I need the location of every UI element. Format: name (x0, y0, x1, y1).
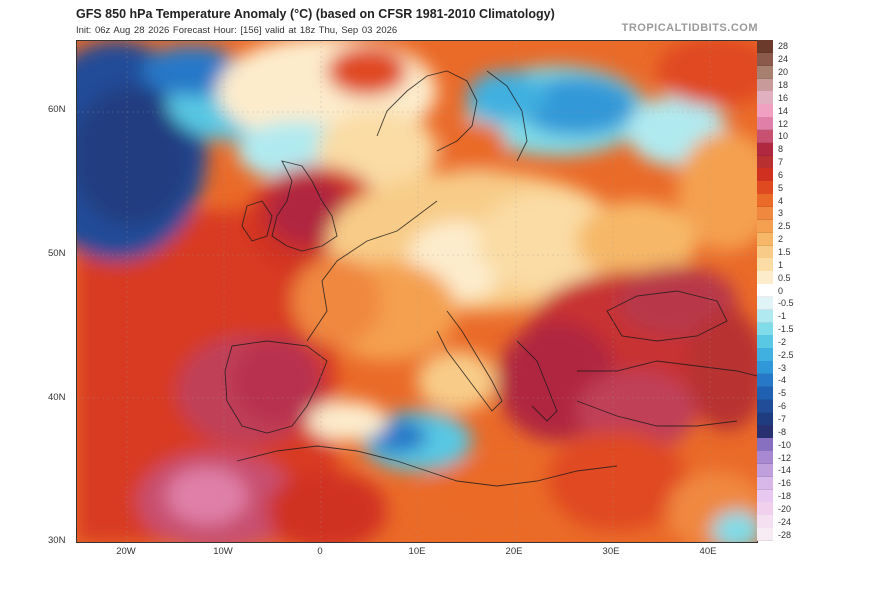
colorbar-swatch (757, 425, 773, 439)
colorbar-tick-label: 18 (778, 79, 789, 90)
colorbar-swatch (757, 155, 773, 169)
lon-label-10w: 10W (213, 546, 233, 557)
map-canvas (77, 41, 757, 542)
anomaly-map[interactable] (76, 40, 758, 543)
colorbar-tick-label: 0.5 (778, 272, 791, 283)
colorbar-swatch (757, 451, 773, 465)
colorbar-swatch (757, 361, 773, 375)
colorbar-tick-label: -1.5 (778, 324, 794, 335)
colorbar-tick-label: -20 (778, 503, 792, 514)
colorbar (757, 40, 773, 542)
colorbar-tick-label: 0 (778, 285, 784, 296)
colorbar-tick-label: -18 (778, 491, 792, 502)
colorbar-tick-label: 4 (778, 195, 784, 206)
colorbar-swatch (757, 129, 773, 144)
chart-subtitle: Init: 06z Aug 28 2026 Forecast Hour: [15… (76, 25, 398, 36)
colorbar-swatch (757, 322, 773, 336)
colorbar-tick-label: -24 (778, 516, 792, 527)
colorbar-swatch (757, 142, 773, 157)
colorbar-tick-label: -8 (778, 426, 787, 437)
colorbar-tick-label: -7 (778, 413, 787, 424)
colorbar-swatch (757, 65, 773, 80)
colorbar-swatch (757, 284, 773, 298)
colorbar-tick-label: 2 (778, 234, 784, 245)
graticule (77, 41, 757, 542)
lat-label-60n: 60N (48, 104, 66, 115)
lon-label-20e: 20E (505, 546, 523, 557)
colorbar-tick-label: 6 (778, 169, 784, 180)
lon-label-10e: 10E (408, 546, 426, 557)
colorbar-tick-label: 28 (778, 41, 789, 52)
colorbar-tick-label: 8 (778, 144, 784, 155)
brand-watermark[interactable]: TROPICALTIDBITS.COM (621, 22, 758, 34)
colorbar-tick-label: -14 (778, 465, 792, 476)
colorbar-swatch (757, 463, 773, 478)
colorbar-swatch (757, 258, 773, 272)
colorbar-swatch (757, 515, 773, 529)
colorbar-tick-label: -4 (778, 375, 787, 386)
colorbar-tick-label: 10 (778, 131, 789, 142)
colorbar-tick-label: 2.5 (778, 221, 791, 232)
colorbar-tick-label: 16 (778, 92, 789, 103)
chart-title: GFS 850 hPa Temperature Anomaly (°C) (ba… (76, 7, 555, 21)
colorbar-tick-label: -10 (778, 439, 792, 450)
colorbar-tick-label: -12 (778, 452, 792, 463)
colorbar-swatch (757, 438, 773, 452)
anomaly-field (77, 41, 757, 542)
colorbar-swatch (757, 52, 773, 67)
colorbar-swatch (757, 117, 773, 131)
colorbar-swatch (757, 489, 773, 503)
colorbar-swatch (757, 40, 773, 54)
colorbar-tick-label: 1 (778, 259, 784, 270)
colorbar-swatch (757, 245, 773, 259)
colorbar-tick-label: -16 (778, 478, 792, 489)
coastline-outlines (224, 70, 757, 487)
colorbar-tick-label: 24 (778, 54, 789, 65)
colorbar-tick-label: -28 (778, 529, 792, 540)
colorbar-tick-label: 12 (778, 118, 789, 129)
colorbar-swatch (757, 207, 773, 221)
colorbar-tick-label: -6 (778, 401, 787, 412)
colorbar-swatch (757, 168, 773, 182)
colorbar-tick-label: -0.5 (778, 298, 794, 309)
colorbar-swatch (757, 194, 773, 208)
colorbar-swatch (757, 219, 773, 234)
colorbar-swatch (757, 528, 773, 542)
colorbar-tick-label: -2.5 (778, 349, 794, 360)
lon-label-40e: 40E (699, 546, 717, 557)
lon-label-20w: 20W (116, 546, 136, 557)
colorbar-tick-label: -1 (778, 311, 787, 322)
colorbar-swatch (757, 386, 773, 401)
colorbar-tick-label: -5 (778, 388, 787, 399)
colorbar-tick-label: 7 (778, 157, 784, 168)
lon-label-30e: 30E (602, 546, 620, 557)
colorbar-tick-label: 14 (778, 105, 789, 116)
colorbar-tick-label: -3 (778, 362, 787, 373)
colorbar-tick-label: 1.5 (778, 246, 791, 257)
colorbar-tick-label: 20 (778, 67, 789, 78)
colorbar-swatch (757, 335, 773, 349)
lat-label-30n: 30N (48, 535, 66, 546)
colorbar-swatch (757, 399, 773, 414)
colorbar-swatch (757, 374, 773, 388)
lat-label-40n: 40N (48, 392, 66, 403)
colorbar-tick-label: 3 (778, 208, 784, 219)
colorbar-tick-label: -2 (778, 336, 787, 347)
colorbar-swatch (757, 104, 773, 118)
colorbar-swatch (757, 502, 773, 516)
colorbar-swatch (757, 412, 773, 426)
colorbar-swatch (757, 296, 773, 311)
lon-label-0: 0 (317, 546, 323, 557)
colorbar-swatch (757, 309, 773, 324)
colorbar-swatch (757, 476, 773, 491)
lat-label-50n: 50N (48, 248, 66, 259)
colorbar-swatch (757, 348, 773, 362)
colorbar-swatch (757, 271, 773, 285)
colorbar-tick-label: 5 (778, 182, 784, 193)
colorbar-swatch (757, 181, 773, 195)
colorbar-swatch (757, 232, 773, 247)
colorbar-swatch (757, 78, 773, 92)
colorbar-swatch (757, 91, 773, 105)
